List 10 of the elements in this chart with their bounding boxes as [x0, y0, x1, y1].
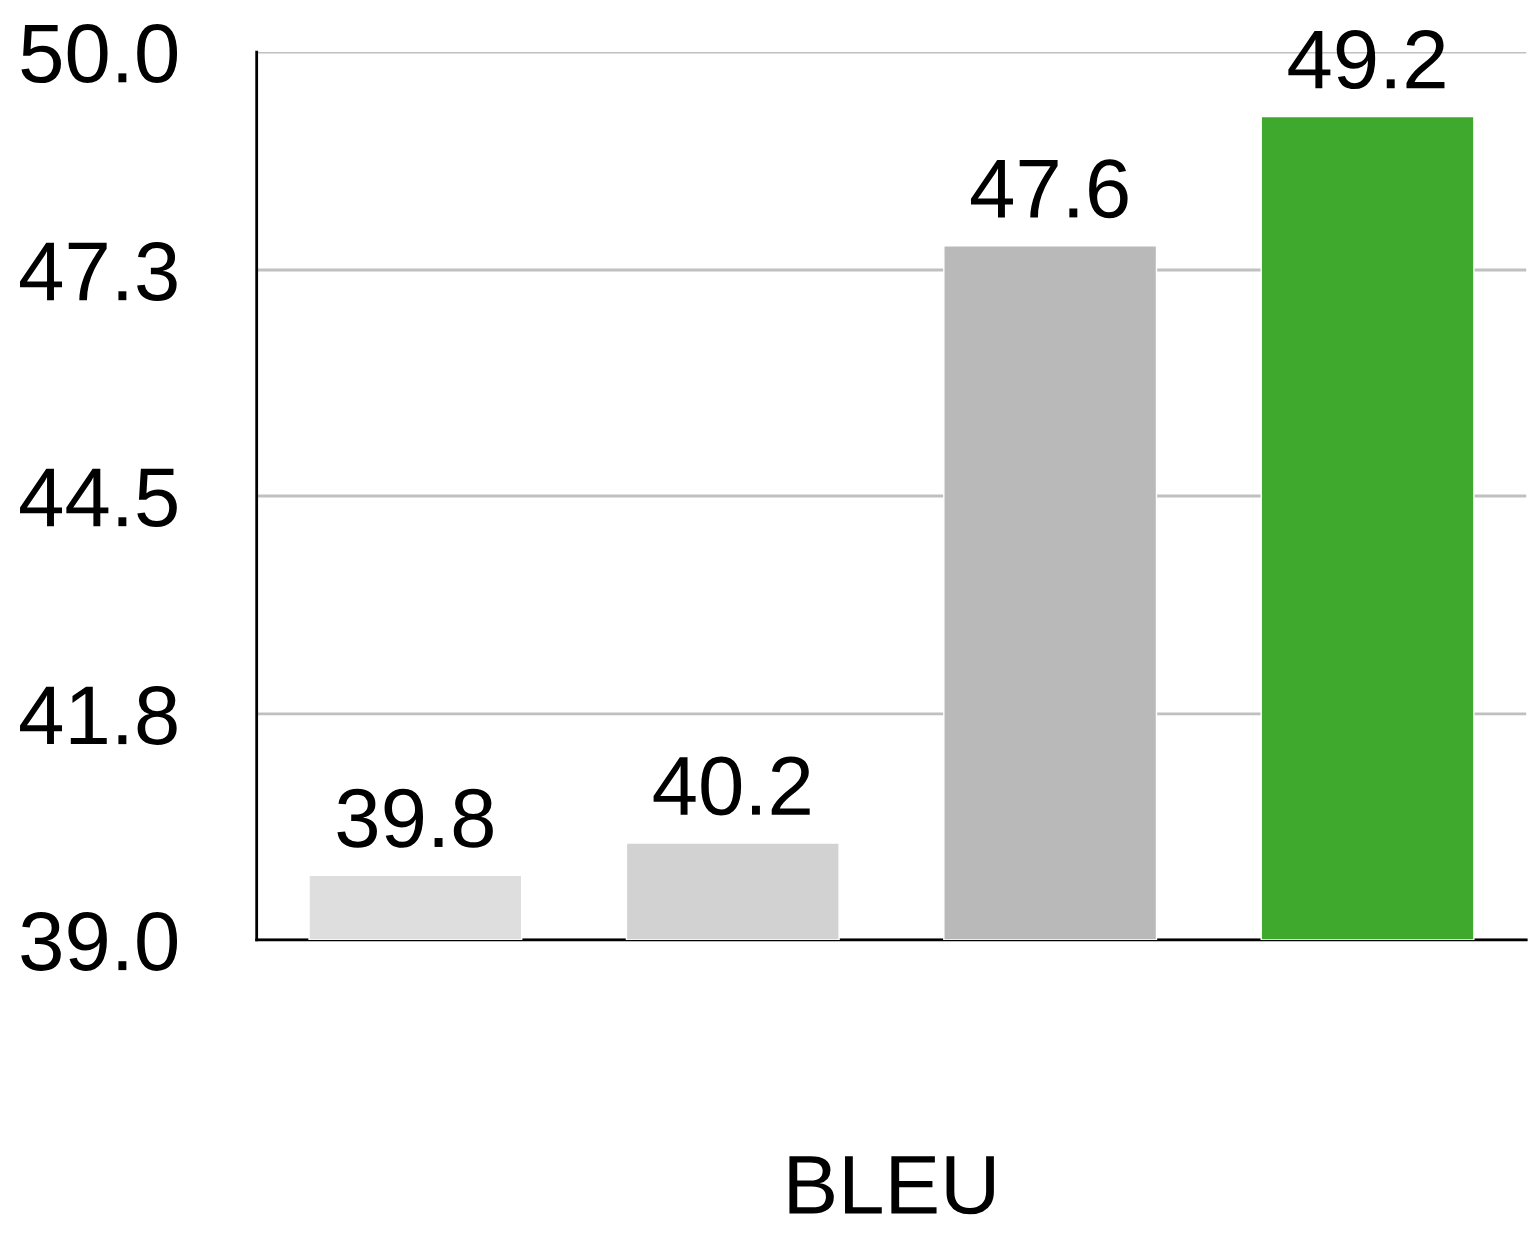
- y-tick-label: 39.0: [21, 911, 178, 971]
- data-label: 40.2: [653, 756, 810, 816]
- data-label: 49.2: [1288, 30, 1445, 90]
- data-label: 39.8: [337, 788, 493, 848]
- y-tick-label: 44.5: [20, 468, 177, 528]
- y-tick-label: 50.0: [21, 24, 178, 84]
- x-axis-title: BLEU: [789, 1156, 994, 1215]
- y-tick-label: 47.3: [20, 242, 177, 302]
- y-tick-label: 41.8: [20, 685, 177, 745]
- data-label: 47.6: [970, 159, 1128, 219]
